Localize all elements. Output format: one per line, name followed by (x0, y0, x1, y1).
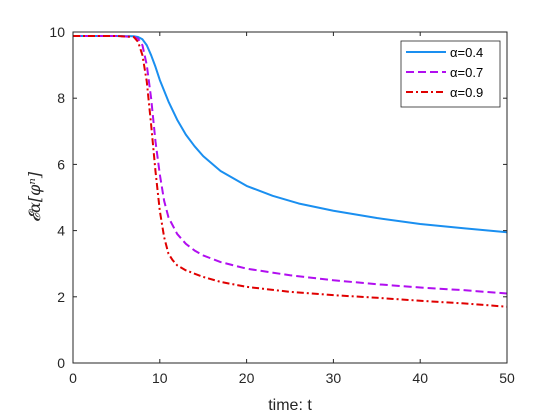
series-line-1 (73, 34, 508, 295)
y-tick-label-1: 2 (57, 289, 65, 305)
x-tick-label-2: 20 (239, 370, 255, 386)
series-line-2 (73, 34, 508, 308)
x-tick-label-1: 10 (152, 370, 168, 386)
legend: α=0.4 α=0.7 α=0.9 (400, 40, 501, 108)
legend-label-0: α=0.4 (450, 45, 483, 60)
series-layer (73, 34, 508, 308)
x-tick-label-4: 40 (412, 370, 428, 386)
y-axis-label: 𝓔α[φⁿ] (25, 171, 44, 222)
x-tick-label-3: 30 (326, 370, 342, 386)
x-axis-label: time: t (268, 397, 312, 414)
ticks-layer: 0 10 20 30 40 50 0 2 4 6 8 10 (49, 24, 515, 386)
y-tick-label-3: 6 (57, 156, 65, 172)
legend-label-1: α=0.7 (450, 65, 483, 80)
y-tick-label-4: 8 (57, 90, 65, 106)
plot-frame (72, 31, 508, 364)
series-line-0 (73, 34, 508, 234)
legend-label-2: α=0.9 (450, 85, 483, 100)
x-tick-label-0: 0 (69, 370, 77, 386)
y-tick-label-0: 0 (57, 355, 65, 371)
y-tick-label-5: 10 (49, 24, 65, 40)
y-tick-label-2: 4 (57, 223, 65, 239)
x-tick-label-5: 50 (499, 370, 515, 386)
